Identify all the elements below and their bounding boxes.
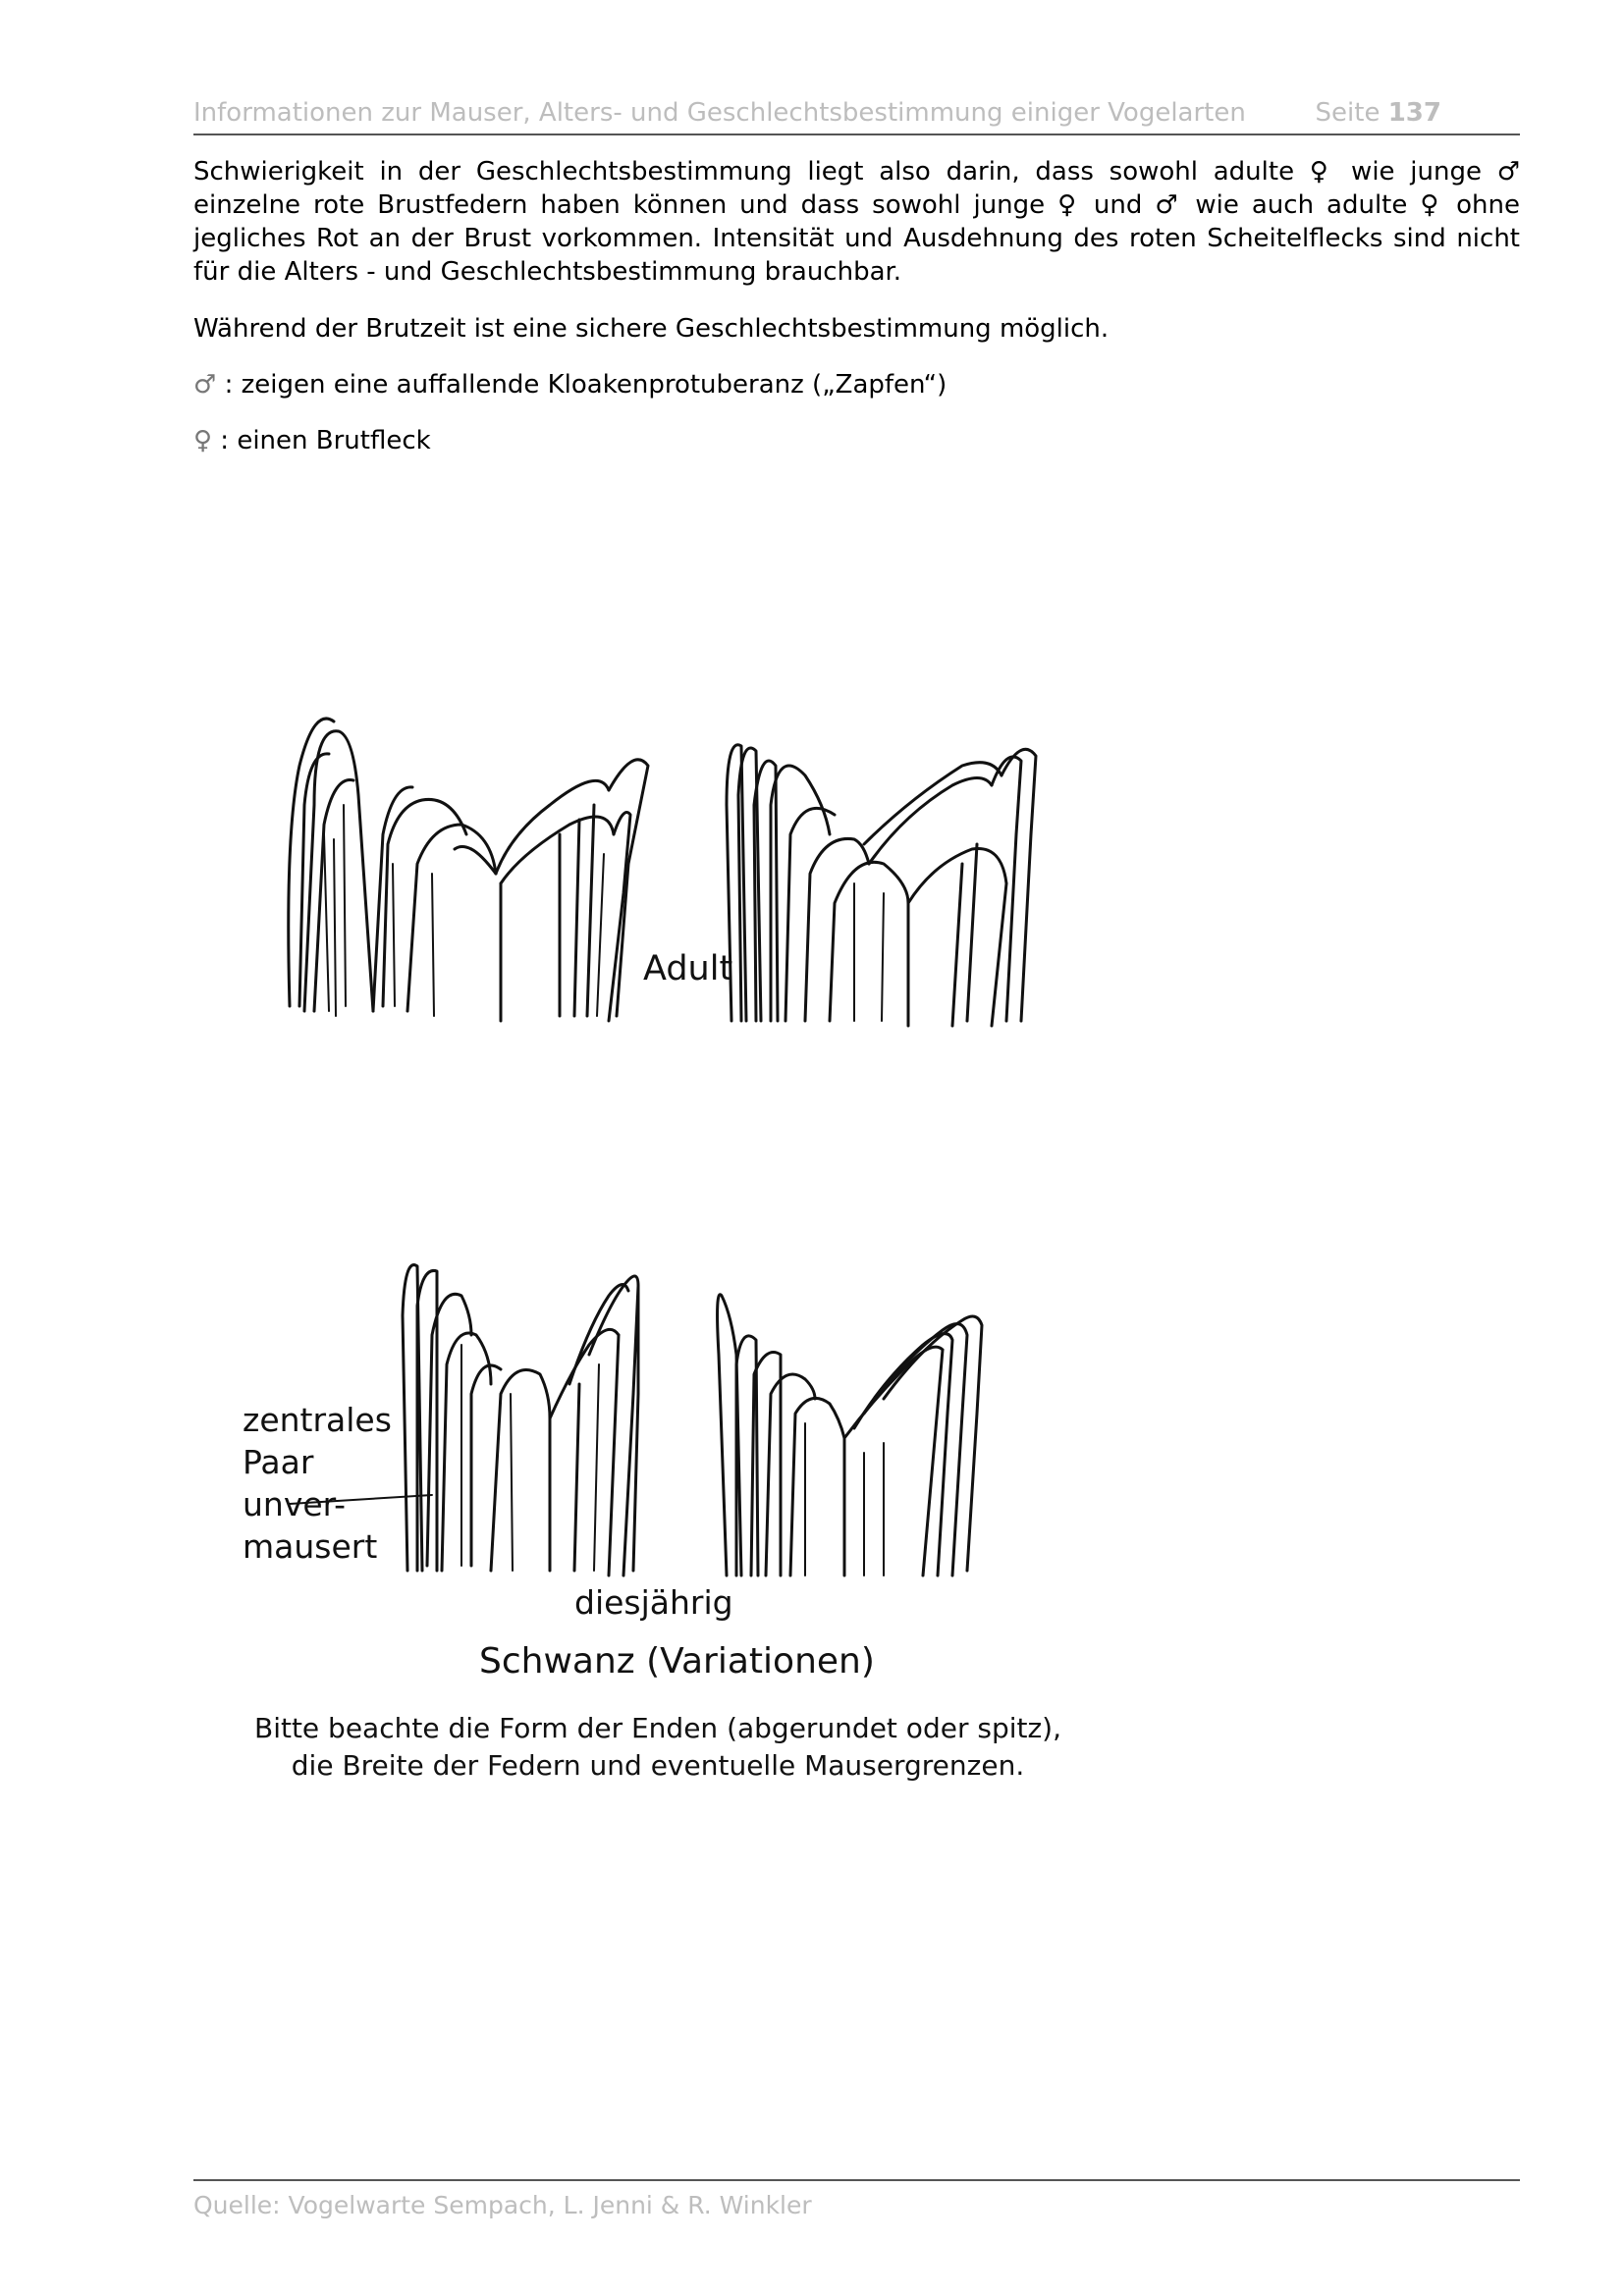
adult-tail-left-drawing xyxy=(287,717,650,1023)
female-symbol: ♀ xyxy=(193,426,213,455)
figure-title: Schwanz (Variationen) xyxy=(479,1641,875,1682)
page-footer: Quelle: Vogelwarte Sempach, L. Jenni & R… xyxy=(193,2179,1520,2219)
page-number: 137 xyxy=(1387,98,1441,128)
male-criterion-text: : zeigen eine auffallende Kloakenprotube… xyxy=(216,370,947,400)
paragraph-breeding-season: Während der Brutzeit ist eine sichere Ge… xyxy=(193,314,1110,344)
figure-caption: Bitte beachte die Form der Enden (abgeru… xyxy=(236,1710,1080,1785)
caption-line-2: die Breite der Federn und eventuelle Mau… xyxy=(291,1749,1025,1782)
juvenile-tail-right-drawing xyxy=(716,1293,984,1577)
footer-source: Quelle: Vogelwarte Sempach, L. Jenni & R… xyxy=(193,2191,812,2219)
label-central-line-2: Paar xyxy=(243,1443,314,1481)
female-criterion: ♀ : einen Brutfleck xyxy=(193,424,1520,457)
paragraph-sex-determination: Schwierigkeit in der Geschlechtsbestimmu… xyxy=(193,157,1520,287)
male-criterion: ♂ : zeigen eine auffallende Kloakenprotu… xyxy=(193,368,1520,401)
header-page: Seite 137 xyxy=(1316,98,1441,128)
page-label: Seite xyxy=(1315,98,1380,128)
label-adult: Adult xyxy=(643,949,733,988)
label-central-line-3: unver- xyxy=(243,1485,347,1523)
female-criterion-text: : einen Brutfleck xyxy=(212,426,431,455)
label-central-line-4: mausert xyxy=(243,1527,378,1566)
label-central-pair: zentrales Paar unver- mausert xyxy=(243,1399,419,1568)
adult-tail-right-drawing xyxy=(725,743,1038,1028)
male-symbol: ♂ xyxy=(193,370,217,400)
tail-figure: Adult zentrales Paar unver- mausert dies… xyxy=(177,510,1119,1787)
label-juvenile: diesjährig xyxy=(574,1583,733,1622)
label-central-line-1: zentrales xyxy=(243,1401,392,1439)
page-header: Informationen zur Mauser, Alters- und Ge… xyxy=(193,96,1520,135)
caption-line-1: Bitte beachte die Form der Enden (abgeru… xyxy=(253,1712,1061,1744)
header-title: Informationen zur Mauser, Alters- und Ge… xyxy=(193,98,1246,128)
tail-drawings xyxy=(287,717,1038,1577)
juvenile-tail-left-drawing xyxy=(289,1263,640,1577)
